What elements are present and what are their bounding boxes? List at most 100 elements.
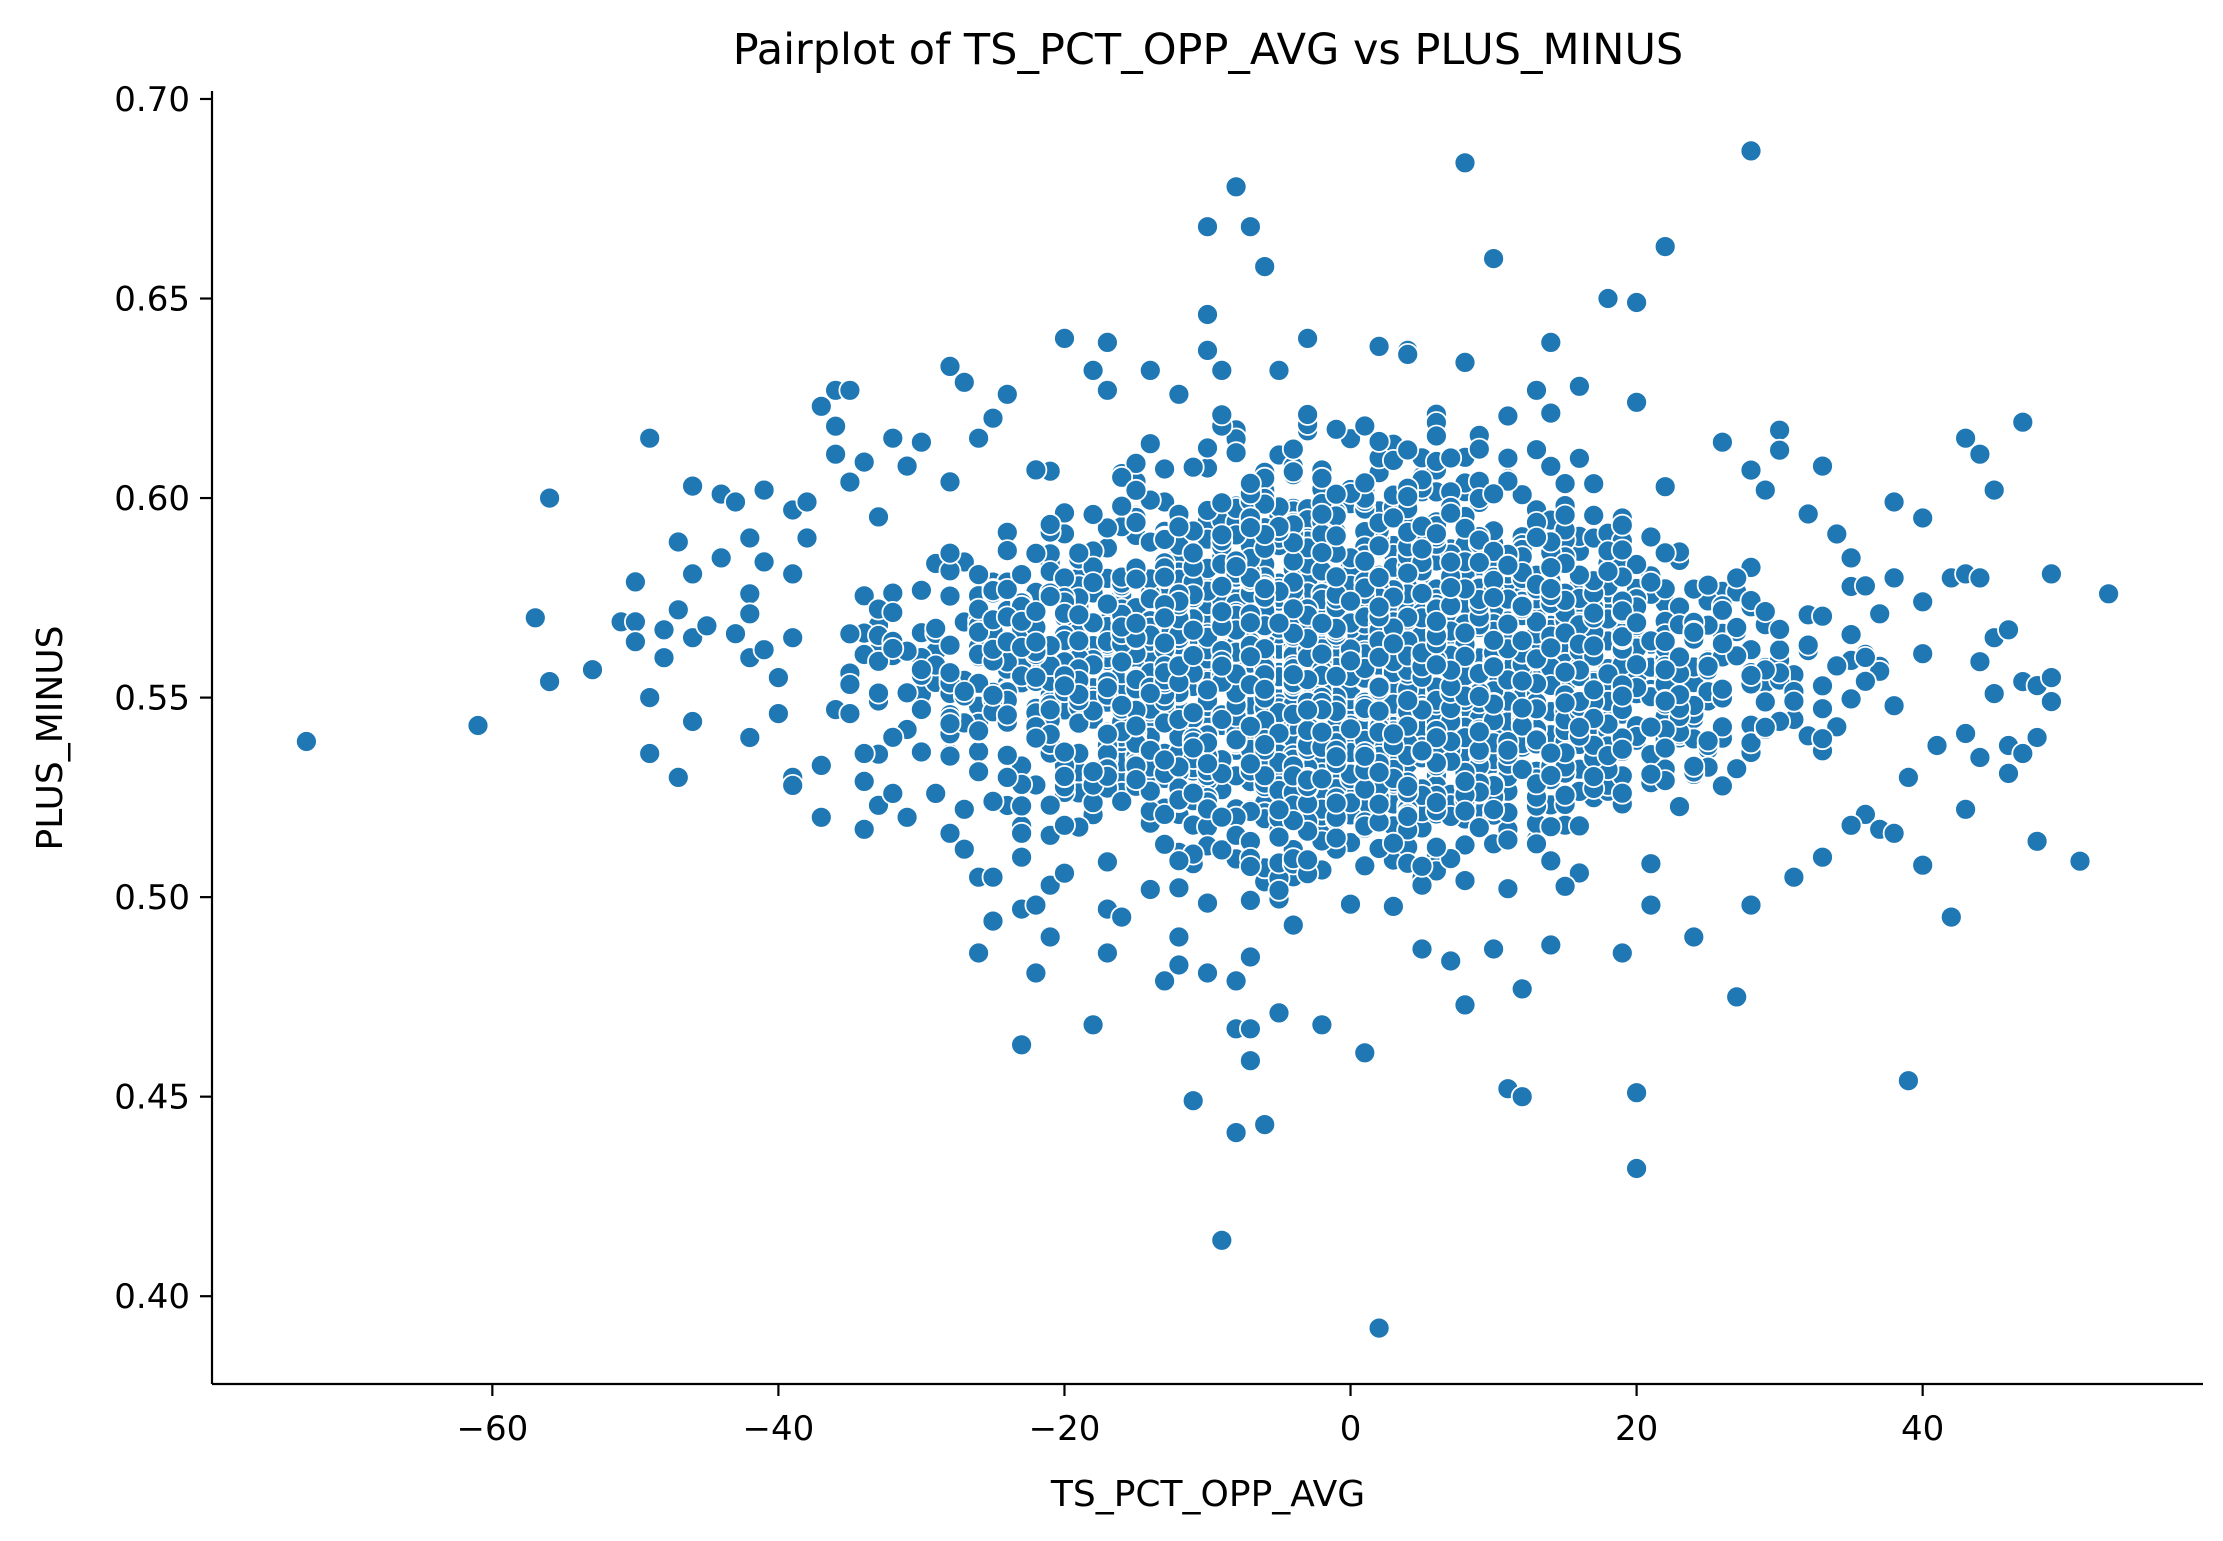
data-point — [1267, 878, 1291, 902]
data-point — [1339, 649, 1362, 673]
data-point — [1267, 358, 1291, 382]
data-point — [1382, 506, 1405, 530]
data-point — [1539, 401, 1563, 425]
data-point — [924, 782, 948, 805]
data-point — [1653, 689, 1677, 713]
y-axis-label: PLUS_MINUS — [30, 626, 71, 851]
data-point — [1396, 561, 1420, 585]
data-point — [838, 702, 862, 725]
data-point — [1324, 524, 1348, 548]
data-point — [1639, 525, 1663, 549]
data-point — [738, 582, 762, 606]
data-point — [1482, 937, 1505, 961]
data-point — [1439, 446, 1463, 470]
data-point — [1639, 852, 1663, 876]
data-point — [1496, 404, 1520, 428]
data-point — [1739, 458, 1763, 482]
data-point — [1167, 849, 1191, 873]
data-point — [1038, 585, 1062, 608]
data-point — [1310, 541, 1334, 564]
data-point — [1582, 601, 1606, 625]
data-point — [1382, 632, 1405, 656]
data-point — [2011, 742, 2035, 765]
data-point — [981, 683, 1005, 707]
data-point — [1882, 566, 1906, 590]
data-point — [1596, 287, 1620, 310]
data-point — [752, 478, 776, 502]
data-point — [1682, 620, 1706, 644]
data-point — [1153, 528, 1176, 551]
data-point — [1539, 454, 1563, 478]
data-point — [1367, 699, 1391, 723]
data-point — [781, 774, 805, 797]
data-point — [1210, 574, 1234, 598]
data-point — [638, 426, 662, 450]
data-point — [1396, 689, 1420, 712]
data-point — [995, 703, 1019, 727]
data-point — [809, 805, 833, 829]
data-point — [1839, 687, 1863, 711]
data-point — [1839, 813, 1863, 837]
data-point — [1439, 576, 1463, 599]
data-point — [867, 505, 890, 529]
data-point — [1396, 485, 1420, 509]
data-point — [1496, 877, 1520, 901]
data-point — [709, 546, 733, 570]
data-point — [1639, 715, 1663, 739]
data-point — [1239, 855, 1262, 878]
data-point — [1882, 821, 1906, 845]
data-point — [1539, 330, 1563, 354]
data-point — [1210, 403, 1234, 427]
data-point — [1625, 291, 1648, 314]
data-point — [1296, 848, 1319, 872]
data-point — [795, 490, 819, 514]
y-tick-label: 0.55 — [114, 679, 190, 719]
data-point — [1153, 606, 1176, 630]
data-point — [1396, 342, 1420, 366]
data-point — [1453, 621, 1477, 645]
data-point — [1425, 653, 1448, 677]
data-point — [1482, 586, 1505, 609]
data-point — [1167, 876, 1191, 900]
data-point — [1653, 658, 1677, 682]
data-point — [1096, 676, 1119, 700]
data-point — [1911, 590, 1935, 614]
data-point — [1739, 139, 1763, 163]
data-point — [1811, 604, 1834, 628]
data-point — [1453, 350, 1477, 374]
data-point — [1482, 247, 1505, 271]
data-point — [767, 666, 790, 689]
data-point — [1267, 825, 1291, 849]
data-point — [1210, 358, 1234, 382]
data-point — [1124, 611, 1148, 635]
data-point — [1153, 832, 1176, 856]
data-point — [1553, 660, 1577, 684]
data-point — [981, 790, 1005, 813]
data-point — [967, 740, 990, 763]
data-point — [781, 626, 805, 650]
data-point — [1310, 720, 1334, 744]
data-point — [1181, 736, 1205, 760]
data-point — [1639, 893, 1663, 917]
y-tick-label: 0.50 — [114, 878, 190, 918]
data-point — [638, 686, 662, 709]
data-point — [1253, 677, 1277, 701]
data-point — [1096, 516, 1119, 540]
data-point — [895, 805, 919, 829]
data-point — [1253, 255, 1277, 279]
data-point — [1553, 783, 1577, 807]
data-point — [1553, 472, 1577, 496]
data-point — [1453, 151, 1477, 175]
data-point — [1539, 815, 1563, 839]
data-point — [1067, 711, 1091, 735]
data-point — [1596, 560, 1620, 583]
data-point — [938, 354, 962, 378]
x-tick-label: 40 — [1901, 1409, 1944, 1449]
data-point — [1796, 502, 1820, 526]
data-point — [681, 562, 704, 586]
data-point — [1839, 623, 1863, 646]
data-point — [1582, 504, 1606, 527]
data-point — [1324, 826, 1348, 850]
data-point — [1682, 754, 1706, 778]
